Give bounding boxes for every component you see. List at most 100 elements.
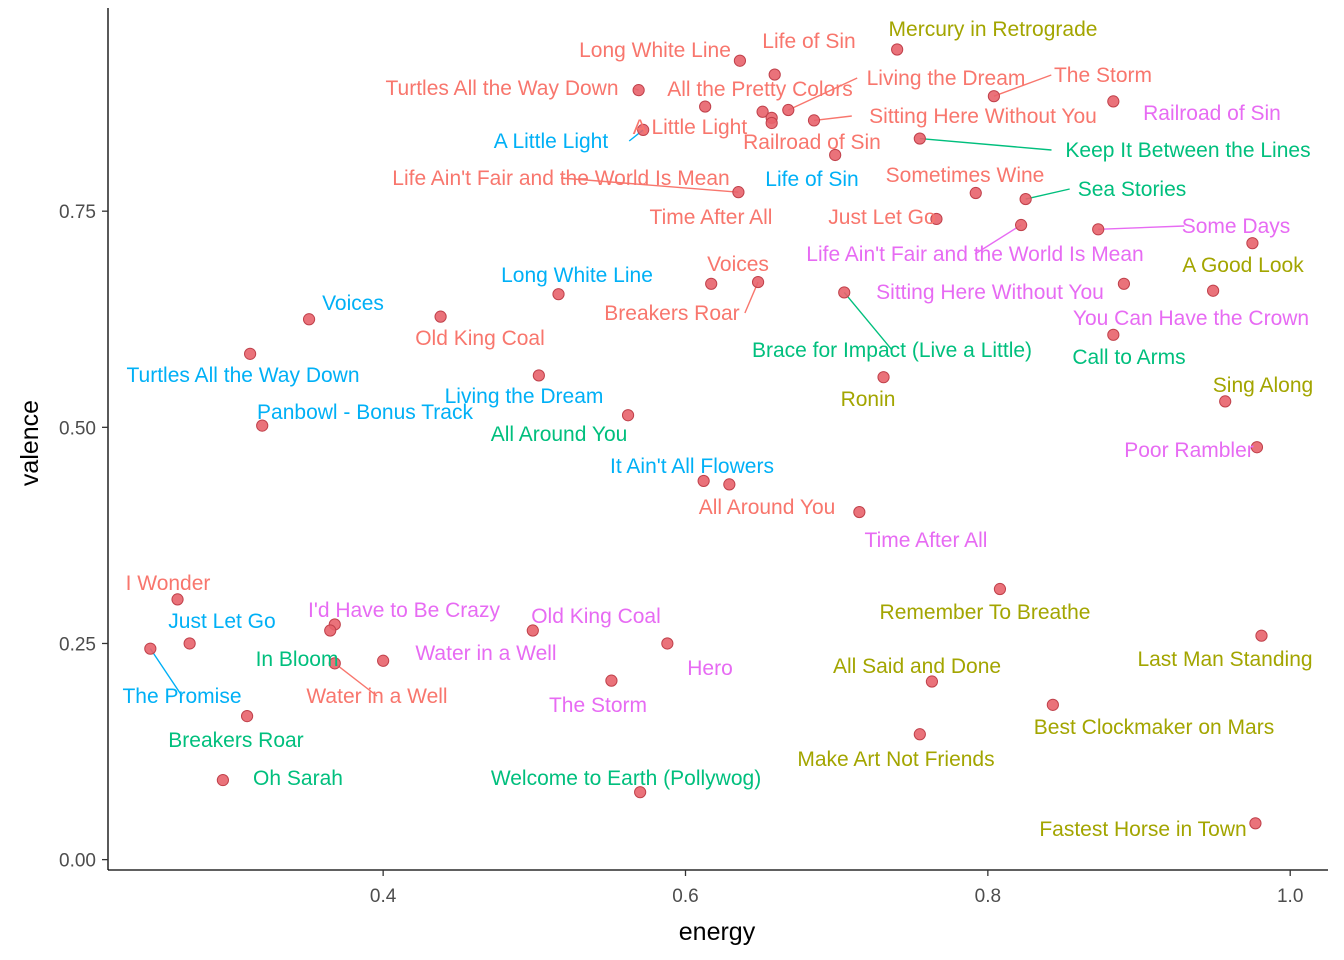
y-tick-label: 0.25 (59, 634, 96, 655)
data-point-label: Time After All (865, 529, 988, 552)
data-point (302, 313, 316, 326)
data-point (1015, 218, 1028, 232)
data-point-label: Water in a Well (415, 642, 556, 665)
data-point (838, 286, 851, 299)
label-leader-line (974, 224, 1022, 255)
data-point (1107, 328, 1120, 341)
data-point-label: Panbowl - Bonus Track (257, 401, 473, 424)
data-point-label: Life of Sin (765, 168, 858, 191)
data-point (634, 786, 647, 799)
data-point-label: Railroad of Sin (743, 131, 881, 154)
data-point (891, 43, 904, 56)
data-point (605, 674, 618, 687)
data-labels: Long White Line Life of Sin Mercury in Ret… (122, 18, 1313, 841)
x-tick-label: 0.6 (672, 886, 698, 907)
data-point-label: Hero (687, 657, 733, 680)
data-point (526, 624, 539, 637)
data-point-label: Long White Line (579, 39, 731, 62)
data-point (1046, 698, 1059, 711)
data-point (216, 773, 229, 787)
data-point (1219, 395, 1232, 408)
data-point-label: Remember To Breathe (880, 601, 1091, 624)
data-point (877, 371, 890, 384)
data-point (782, 103, 795, 117)
data-point-label: Sitting Here Without You (876, 281, 1104, 304)
data-point (1250, 441, 1264, 454)
data-point (925, 675, 939, 688)
y-axis-ticks: 0.00 0.25 0.50 0.75 (59, 202, 108, 872)
data-point (183, 637, 196, 650)
data-point-label: Sing Along (1213, 374, 1313, 397)
data-points (144, 43, 1268, 830)
data-point-label: Some Days (1182, 215, 1291, 238)
data-point-label: Best Clockmaker on Mars (1034, 716, 1274, 739)
data-point-label: Sea Stories (1078, 178, 1187, 201)
y-tick-label: 0.75 (59, 202, 96, 223)
data-point-label: Voices (322, 292, 384, 315)
data-point-label: A Little Light (494, 130, 609, 153)
data-point-label: Time After All (650, 206, 773, 229)
data-point-label: In Bloom (256, 648, 339, 671)
data-point-label: Just Let Go (168, 610, 275, 633)
data-point-label: Brace for Impact (Live a Little) (752, 339, 1032, 362)
data-point (632, 84, 645, 97)
data-point (171, 593, 184, 606)
data-point-label: Mercury in Retrograde (889, 18, 1098, 41)
label-leader-line (788, 77, 858, 111)
data-point-label: Life Ain't Fair and the World Is Mean (392, 167, 729, 190)
data-point (697, 474, 710, 488)
data-point (1246, 237, 1259, 250)
x-tick-label: 0.8 (975, 886, 1001, 907)
data-point (377, 654, 390, 667)
data-point-label: Last Man Standing (1137, 648, 1312, 671)
data-point (532, 369, 545, 382)
data-point-label: Fastest Horse in Town (1039, 818, 1246, 841)
data-point (621, 409, 635, 422)
data-point-label: Keep It Between the Lines (1065, 139, 1310, 162)
data-point (732, 186, 745, 199)
data-point-label: I'd Have to Be Crazy (308, 599, 500, 622)
data-point-label: All the Pretty Colors (667, 78, 853, 101)
data-point-label: Railroad of Sin (1143, 102, 1281, 125)
data-point-label: Sometimes Wine (886, 164, 1045, 187)
data-point (765, 116, 778, 130)
data-point (930, 212, 943, 226)
label-leader-line (334, 662, 378, 697)
label-leader-line (560, 177, 739, 193)
label-leader-line (149, 648, 183, 697)
data-point-label: The Promise (122, 685, 241, 708)
data-point-label: Ronin (841, 388, 896, 411)
data-point-label: You Can Have the Crown (1073, 307, 1309, 330)
data-point (993, 582, 1007, 596)
data-point (661, 637, 674, 650)
data-point (637, 123, 650, 137)
data-point-label: It Ain't All Flowers (610, 455, 774, 478)
data-point-label: All Said and Done (833, 655, 1001, 678)
x-axis-ticks: 0.4 0.6 0.8 1.0 (370, 870, 1303, 907)
x-tick-label: 1.0 (1277, 886, 1303, 907)
data-point (1107, 95, 1120, 108)
data-point (256, 419, 269, 432)
y-tick-label: 0.50 (59, 418, 96, 439)
x-tick-label: 0.4 (370, 886, 397, 907)
data-point (987, 90, 1000, 103)
data-point (829, 148, 842, 162)
data-point-label: Long White Line (501, 264, 653, 287)
data-point-label: Poor Rambler (1124, 439, 1254, 462)
data-point (733, 54, 747, 67)
data-point (552, 288, 565, 301)
data-point-label: The Storm (549, 694, 647, 717)
data-point-label: Breakers Roar (168, 729, 303, 752)
data-point-label: Living the Dream (445, 385, 604, 408)
data-point-label: I Wonder (126, 572, 211, 595)
data-point (1255, 629, 1268, 642)
data-point-label: Oh Sarah (253, 767, 343, 790)
data-point-label: The Storm (1054, 64, 1152, 87)
data-point (1117, 277, 1131, 290)
data-point (913, 728, 926, 741)
data-point (705, 277, 718, 290)
data-point-label: Welcome to Earth (Pollywog) (491, 767, 761, 790)
label-leader-line (993, 74, 1052, 97)
x-axis-title: energy (679, 918, 756, 946)
